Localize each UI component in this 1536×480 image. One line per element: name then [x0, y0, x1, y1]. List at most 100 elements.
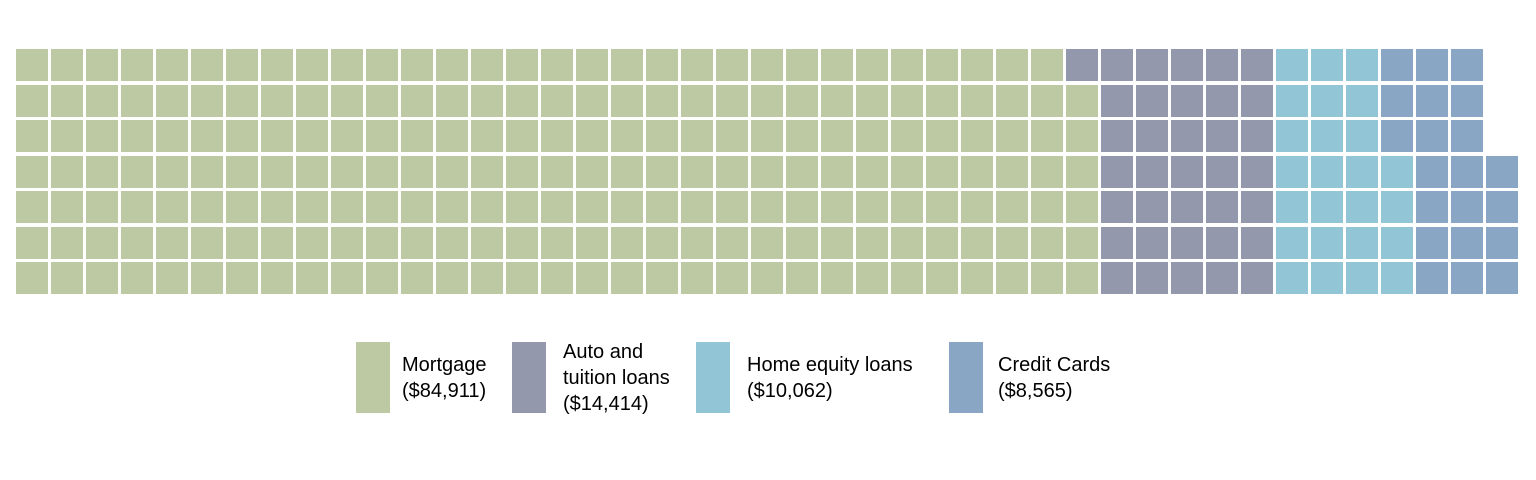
waffle-cell-mortgage [716, 262, 748, 294]
waffle-cell-mortgage [926, 226, 958, 259]
waffle-cell-mortgage [296, 262, 328, 294]
waffle-cell-mortgage [366, 262, 398, 294]
waffle-cell-mortgage [471, 191, 503, 223]
waffle-cell-mortgage [191, 49, 223, 81]
legend-label-line: ($14,414) [563, 392, 649, 415]
waffle-cell-mortgage [681, 262, 713, 294]
waffle-cell-mortgage [86, 84, 118, 117]
waffle-cell-mortgage [51, 120, 83, 152]
waffle-cell-mortgage [366, 84, 398, 117]
waffle-cell-credit-cards [1451, 191, 1483, 223]
waffle-cell-mortgage [611, 262, 643, 294]
waffle-cell-mortgage [331, 49, 363, 81]
legend-label-line: Mortgage [402, 353, 487, 376]
waffle-cell-mortgage [16, 262, 48, 294]
waffle-cell-mortgage [331, 191, 363, 223]
waffle-cell-credit-cards [1416, 262, 1448, 294]
waffle-cell-mortgage [541, 191, 573, 223]
waffle-cell-mortgage [1031, 120, 1063, 152]
waffle-cell-mortgage [961, 120, 993, 152]
waffle-cell-mortgage [541, 226, 573, 259]
waffle-cell-credit-cards [1416, 191, 1448, 223]
waffle-cell-mortgage [401, 49, 433, 81]
waffle-cell-mortgage [121, 262, 153, 294]
waffle-cell-mortgage [296, 84, 328, 117]
waffle-cell-mortgage [681, 49, 713, 81]
waffle-cell-credit-cards [1486, 262, 1518, 294]
waffle-cell-mortgage [926, 84, 958, 117]
waffle-cell-credit-cards [1381, 120, 1413, 152]
waffle-cell-mortgage [611, 155, 643, 188]
waffle-cell-mortgage [716, 155, 748, 188]
waffle-cell-mortgage [751, 120, 783, 152]
waffle-cell-mortgage [926, 191, 958, 223]
legend-swatch-home-equity [696, 342, 730, 413]
waffle-cell-mortgage [891, 49, 923, 81]
waffle-cell-mortgage [751, 226, 783, 259]
waffle-cell-mortgage [576, 191, 608, 223]
waffle-cell-mortgage [996, 262, 1028, 294]
waffle-cell-mortgage [261, 155, 293, 188]
waffle-cell-mortgage [1031, 155, 1063, 188]
waffle-cell-mortgage [961, 191, 993, 223]
legend-label-line: Home equity loans [747, 353, 913, 376]
waffle-cell-mortgage [156, 120, 188, 152]
waffle-cell-mortgage [716, 191, 748, 223]
waffle-cell-mortgage [611, 191, 643, 223]
waffle-cell-home-equity [1381, 262, 1413, 294]
legend-label-line: ($84,911) [402, 379, 487, 402]
waffle-cell-mortgage [261, 49, 293, 81]
waffle-cell-mortgage [1066, 262, 1098, 294]
waffle-cell-mortgage [86, 120, 118, 152]
waffle-cell-mortgage [926, 120, 958, 152]
waffle-cell-mortgage [156, 155, 188, 188]
waffle-cell-mortgage [471, 155, 503, 188]
waffle-cell-home-equity [1346, 262, 1378, 294]
waffle-cell-mortgage [51, 155, 83, 188]
waffle-cell-mortgage [261, 120, 293, 152]
waffle-cell-mortgage [331, 262, 363, 294]
waffle-cell-mortgage [401, 155, 433, 188]
waffle-cell-auto-tuition [1206, 84, 1238, 117]
waffle-cell-credit-cards [1451, 49, 1483, 81]
waffle-cell-mortgage [611, 120, 643, 152]
waffle-cell-auto-tuition [1136, 155, 1168, 188]
waffle-cell-credit-cards [1486, 191, 1518, 223]
waffle-cell-mortgage [891, 84, 923, 117]
waffle-cell-mortgage [821, 84, 853, 117]
waffle-cell-mortgage [191, 84, 223, 117]
waffle-cell-mortgage [86, 226, 118, 259]
waffle-cell-mortgage [506, 155, 538, 188]
waffle-cell-mortgage [716, 49, 748, 81]
legend-swatch-mortgage [356, 342, 390, 413]
waffle-cell-auto-tuition [1241, 226, 1273, 259]
waffle-cell-mortgage [261, 226, 293, 259]
legend-label-line: ($10,062) [747, 379, 833, 402]
waffle-cell-mortgage [611, 226, 643, 259]
waffle-cell-mortgage [506, 120, 538, 152]
waffle-cell-mortgage [646, 84, 678, 117]
waffle-cell-auto-tuition [1206, 155, 1238, 188]
waffle-cell-home-equity [1311, 120, 1343, 152]
waffle-cell-auto-tuition [1206, 191, 1238, 223]
waffle-cell-mortgage [996, 155, 1028, 188]
waffle-cell-credit-cards [1451, 226, 1483, 259]
waffle-cell-mortgage [51, 226, 83, 259]
waffle-cell-mortgage [891, 120, 923, 152]
waffle-cell-mortgage [786, 155, 818, 188]
waffle-cell-mortgage [506, 191, 538, 223]
waffle-cell-mortgage [226, 120, 258, 152]
waffle-cell-home-equity [1276, 84, 1308, 117]
waffle-cell-mortgage [996, 84, 1028, 117]
waffle-cell-home-equity [1346, 84, 1378, 117]
waffle-cell-mortgage [541, 120, 573, 152]
legend-swatch-auto-tuition [512, 342, 546, 413]
waffle-cell-auto-tuition [1136, 84, 1168, 117]
waffle-cell-mortgage [646, 155, 678, 188]
waffle-cell-mortgage [541, 262, 573, 294]
waffle-cell-mortgage [331, 226, 363, 259]
waffle-cell-home-equity [1346, 155, 1378, 188]
waffle-cell-auto-tuition [1241, 262, 1273, 294]
waffle-cell-credit-cards [1451, 155, 1483, 188]
